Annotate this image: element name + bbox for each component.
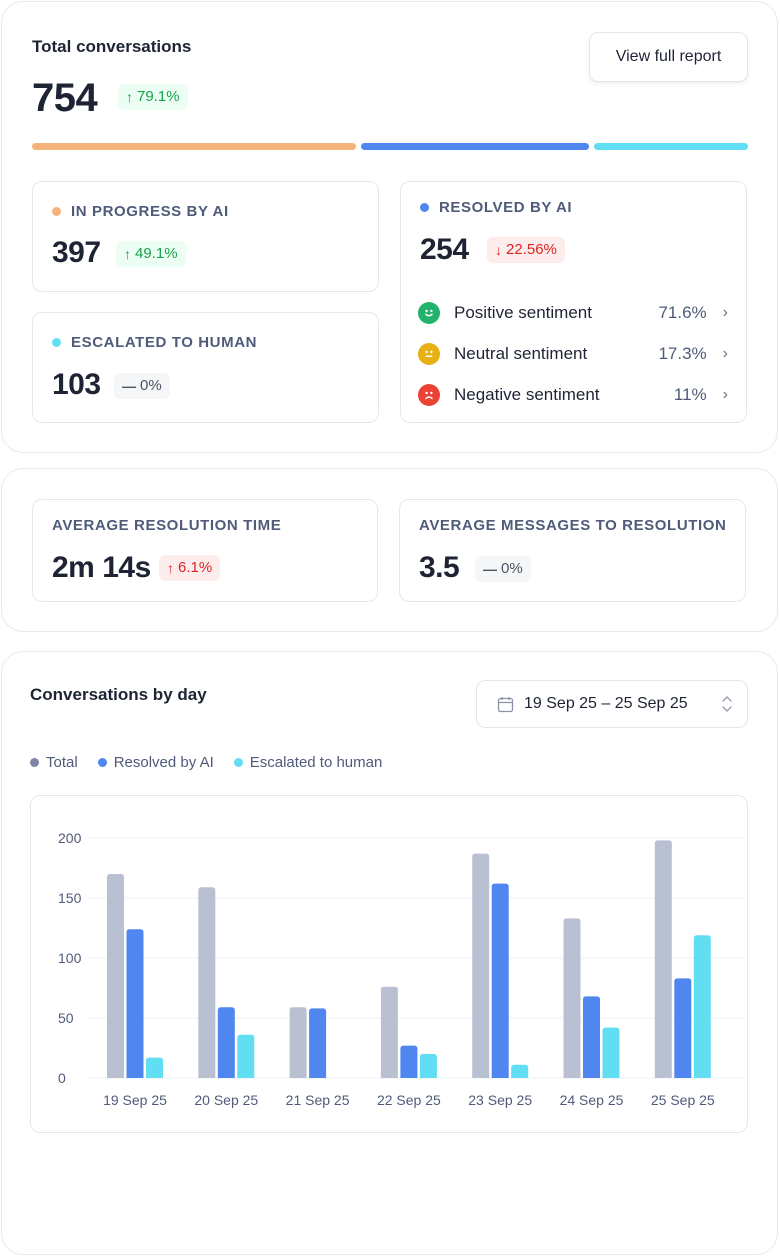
escalated-card — [32, 312, 379, 423]
avg-resolution-time-label: AVERAGE RESOLUTION TIME — [52, 517, 282, 534]
in-progress-dot — [52, 207, 61, 216]
resolved-change: 22.56% — [506, 241, 557, 258]
legend-item-escalated: Escalated to human — [233, 754, 383, 771]
escalated-change: 0% — [140, 377, 162, 394]
up-down-chevron-icon — [721, 693, 733, 715]
resolved-label: RESOLVED BY AI — [439, 199, 573, 216]
in-progress-change-badge: ↑ 49.1% — [116, 241, 186, 267]
neutral-face-icon — [418, 343, 440, 365]
avg-messages-card — [399, 499, 746, 602]
avg-messages-change-badge: — 0% — [475, 556, 531, 582]
resolved-value: 254 — [420, 233, 469, 266]
escalated-label-row: ESCALATED TO HUMAN — [52, 334, 257, 351]
arrow-up-icon: ↑ — [167, 560, 174, 576]
chart-legend: Total Resolved by AI Escalated to human — [30, 754, 382, 771]
chevron-right-icon: › — [722, 386, 728, 403]
sentiment-name: Positive sentiment — [454, 303, 592, 322]
total-change-badge: ↑ 79.1% — [118, 84, 188, 110]
avg-messages-label: AVERAGE MESSAGES TO RESOLUTION — [419, 517, 727, 534]
date-range-text: 19 Sep 25 – 25 Sep 25 — [524, 695, 688, 712]
legend-dot — [233, 758, 243, 767]
escalated-label: ESCALATED TO HUMAN — [71, 334, 258, 351]
dash-icon: — — [122, 378, 136, 394]
resolved-card — [400, 181, 747, 423]
dash-icon: — — [483, 561, 497, 577]
total-conversations-title: Total conversations — [32, 37, 192, 56]
total-change-value: 79.1% — [137, 88, 180, 105]
arrow-up-icon: ↑ — [124, 246, 131, 262]
legend-label: Total — [46, 754, 78, 771]
resolved-change-badge: ↓ 22.56% — [487, 237, 565, 263]
legend-label: Resolved by AI — [113, 754, 214, 771]
sentiment-pct: 71.6% — [658, 303, 707, 322]
avg-resolution-time-card — [32, 499, 378, 602]
sentiment-row-neutral[interactable]: Neutral sentiment 17.3% › — [418, 342, 728, 366]
chevron-right-icon: › — [722, 345, 728, 362]
arrow-up-icon: ↑ — [126, 89, 133, 105]
escalated-dot — [52, 338, 61, 347]
sentiment-name: Neutral sentiment — [454, 344, 588, 363]
chevron-right-icon: › — [722, 304, 728, 321]
avg-messages-change: 0% — [501, 560, 523, 577]
in-progress-label-row: IN PROGRESS BY AI — [52, 203, 229, 220]
in-progress-value: 397 — [52, 236, 101, 269]
resolved-label-row: RESOLVED BY AI — [420, 199, 572, 216]
smile-face-icon — [418, 302, 440, 324]
view-full-report-button[interactable]: View full report — [589, 32, 748, 82]
escalated-change-badge: — 0% — [114, 373, 170, 399]
in-progress-card — [32, 181, 379, 292]
legend-item-total: Total — [30, 754, 78, 771]
sentiment-pct: 11% — [673, 385, 707, 404]
legend-label: Escalated to human — [249, 754, 383, 771]
avg-resolution-change-badge: ↑ 6.1% — [159, 555, 221, 581]
legend-item-resolved: Resolved by AI — [97, 754, 214, 771]
in-progress-change: 49.1% — [135, 245, 178, 262]
legend-dot — [97, 758, 107, 767]
sentiment-name: Negative sentiment — [454, 385, 600, 404]
progress-segment-resolved — [361, 143, 590, 150]
sentiment-row-negative[interactable]: Negative sentiment 11% › — [418, 383, 728, 407]
progress-segment-escalated — [594, 143, 748, 150]
in-progress-label: IN PROGRESS BY AI — [71, 203, 229, 220]
total-conversations-value: 754 — [32, 76, 98, 120]
legend-dot — [30, 758, 39, 767]
chart-card — [30, 795, 748, 1133]
avg-messages-value: 3.5 — [419, 551, 460, 584]
progress-segment-in-progress — [32, 143, 357, 150]
avg-resolution-change: 6.1% — [178, 559, 213, 576]
sentiment-pct: 17.3% — [658, 344, 707, 363]
frown-face-icon — [418, 384, 440, 406]
conversations-by-day-title: Conversations by day — [30, 685, 207, 704]
avg-resolution-time-value: 2m 14s — [52, 551, 151, 584]
arrow-down-icon: ↓ — [495, 242, 502, 258]
sentiment-row-positive[interactable]: Positive sentiment 71.6% › — [418, 301, 728, 325]
calendar-icon — [497, 696, 514, 713]
date-range-picker[interactable]: 19 Sep 25 – 25 Sep 25 — [476, 680, 748, 728]
escalated-value: 103 — [52, 368, 101, 401]
resolved-dot — [420, 203, 429, 212]
